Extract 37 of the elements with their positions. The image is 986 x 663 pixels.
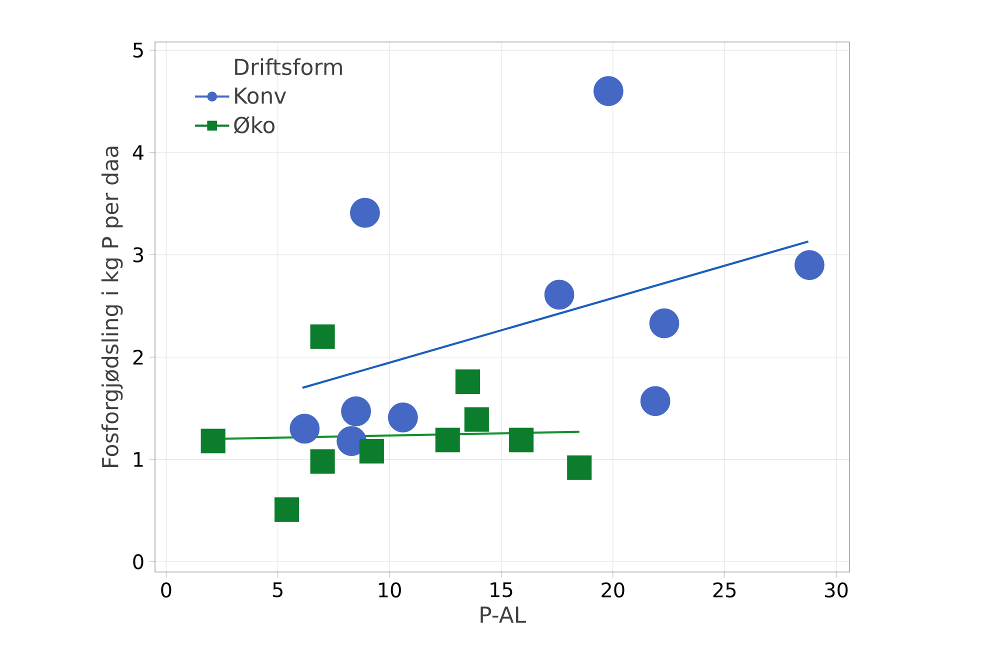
point — [509, 428, 534, 452]
y-tick-label: 0 — [133, 554, 144, 570]
point — [455, 369, 480, 394]
point — [359, 438, 384, 464]
point — [649, 308, 680, 338]
x-tick-label: 25 — [713, 582, 736, 598]
point — [341, 396, 371, 426]
point — [290, 414, 320, 444]
point — [274, 497, 300, 522]
point — [388, 402, 418, 432]
point — [200, 428, 226, 454]
x-tick-label: 15 — [490, 582, 512, 598]
x-axis-title: P-AL — [480, 606, 526, 623]
point — [464, 407, 489, 432]
x-tick-label: 30 — [825, 582, 848, 598]
x-tick-label: 10 — [379, 582, 401, 598]
point — [310, 324, 335, 349]
point — [567, 455, 592, 480]
legend-label: Øko — [234, 116, 274, 134]
x-tick-label: 20 — [602, 582, 624, 598]
point — [350, 198, 380, 228]
y-tick-label: 4 — [132, 145, 144, 160]
point — [435, 428, 460, 452]
y-tick-label: 3 — [133, 247, 144, 262]
point — [794, 250, 824, 280]
legend-label: Konv — [235, 88, 286, 104]
point — [310, 449, 335, 474]
legend-title: Driftsform — [235, 58, 342, 76]
y-tick-label: 1 — [134, 452, 143, 467]
y-axis-title: Fosforgjødsling i kg P per daa — [101, 146, 123, 467]
point — [594, 76, 624, 106]
x-tick-label: 0 — [161, 582, 172, 598]
point — [544, 280, 574, 310]
y-tick-label: 5 — [133, 42, 143, 58]
point — [640, 386, 670, 416]
y-tick-label: 2 — [133, 350, 143, 365]
x-tick-label: 5 — [273, 582, 282, 598]
